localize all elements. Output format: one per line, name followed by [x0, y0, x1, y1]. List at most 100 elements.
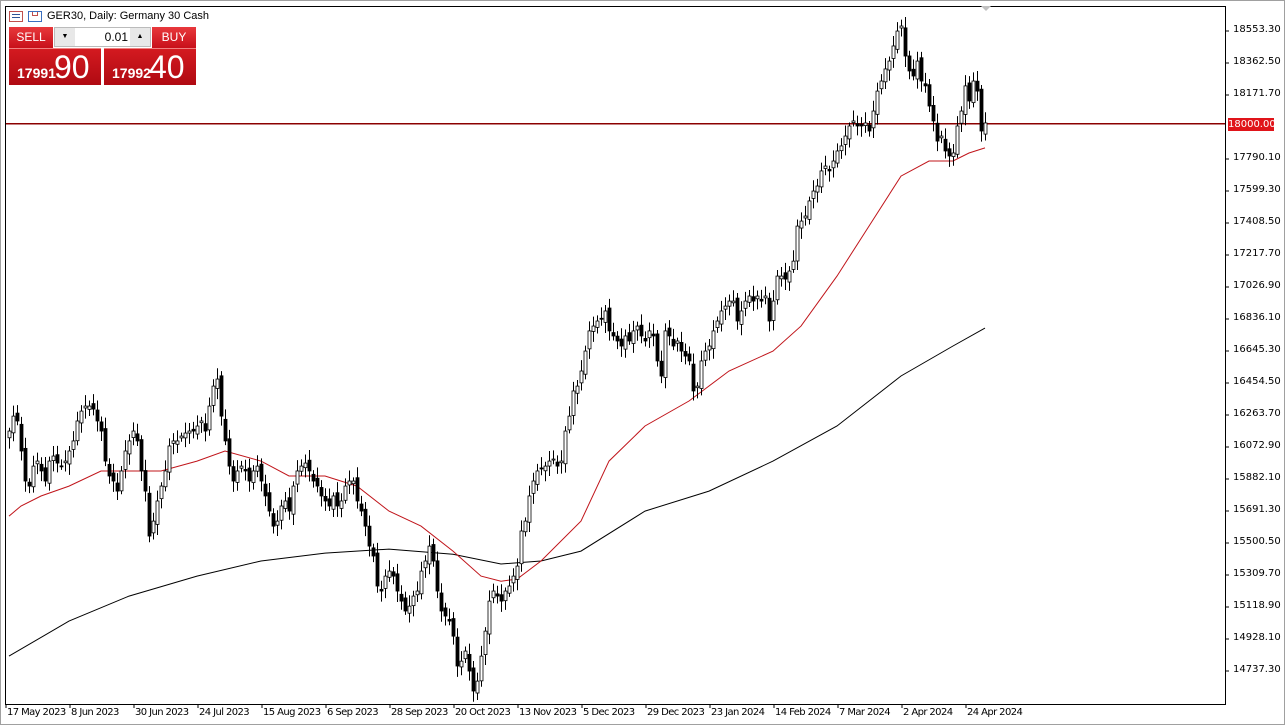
candle-body	[207, 405, 212, 431]
chart-template-icon[interactable]	[28, 10, 42, 22]
sell-button[interactable]: SELL	[9, 27, 53, 48]
candle-body	[195, 425, 200, 435]
candle-body	[159, 485, 164, 500]
candle-body	[887, 60, 892, 71]
candle-body	[327, 498, 332, 507]
candle-body	[967, 82, 972, 102]
candle-body	[787, 270, 792, 283]
x-tick-label: 24 Apr 2024	[967, 707, 1023, 718]
candle-body	[59, 465, 64, 468]
candle-body	[479, 655, 484, 682]
candle-body	[219, 375, 224, 417]
buy-price-pips: 40	[149, 49, 185, 85]
candle-body	[547, 460, 552, 467]
y-tick-label: 15118.90	[1233, 600, 1281, 611]
candle-body	[835, 150, 840, 164]
candle-body	[739, 310, 744, 325]
y-tick-label: 16072.90	[1233, 440, 1281, 451]
candle-body	[535, 470, 540, 485]
candle-body	[523, 520, 528, 533]
x-tick-label: 23 Jan 2024	[711, 707, 765, 718]
candle-body	[707, 345, 712, 351]
candle-body	[111, 472, 116, 482]
decrease-lot-icon[interactable]: ▼	[55, 28, 75, 46]
candle-body	[147, 492, 152, 537]
candle-body	[95, 409, 100, 422]
candle-body	[403, 597, 408, 612]
candle-body	[915, 60, 920, 80]
candle-body	[43, 467, 48, 482]
candle-body	[843, 135, 848, 145]
x-tick-label: 17 May 2023	[7, 707, 66, 718]
candle-body	[863, 122, 868, 126]
candle-body	[819, 170, 824, 188]
candle-body	[939, 135, 944, 139]
candle-body	[487, 600, 492, 635]
candle-body	[287, 497, 292, 512]
lot-size-input[interactable]: 0.01	[104, 30, 128, 44]
candle-body	[747, 295, 752, 303]
buy-button[interactable]: BUY	[152, 27, 196, 48]
candle-body	[951, 152, 956, 157]
candle-body	[143, 470, 148, 492]
y-tick-label: 17026.90	[1233, 280, 1281, 291]
candle-body	[627, 332, 632, 342]
candle-body	[343, 485, 348, 501]
candle-body	[379, 588, 384, 592]
candle-body	[87, 405, 92, 410]
candle-body	[471, 667, 476, 692]
candle-body	[927, 84, 932, 107]
candle-body	[243, 469, 248, 472]
one-click-trading-panel: SELL ▼ 0.01 ▲ BUY 17991 90 17992 40	[9, 27, 196, 85]
candle-body	[775, 275, 780, 301]
y-tick-label: 17599.30	[1233, 184, 1281, 195]
candle-body	[359, 503, 364, 512]
candle-body	[911, 68, 916, 77]
candle-body	[187, 430, 192, 434]
candle-body	[667, 327, 672, 337]
symbol-list-icon[interactable]	[9, 10, 23, 22]
candle-body	[591, 325, 596, 332]
y-tick-label: 17790.10	[1233, 152, 1281, 163]
chart-title: GER30, Daily: Germany 30 Cash	[47, 10, 210, 22]
candle-body	[583, 350, 588, 375]
y-tick-label: 15691.30	[1233, 504, 1281, 515]
candle-body	[303, 462, 308, 469]
candle-body	[163, 470, 168, 488]
candle-body	[755, 295, 760, 300]
lot-size-stepper[interactable]: ▼ 0.01 ▲	[54, 27, 151, 47]
candle-body	[71, 440, 76, 450]
candle-body	[499, 594, 504, 602]
candle-body	[31, 465, 36, 488]
candle-body	[879, 80, 884, 90]
candle-body	[255, 465, 260, 472]
x-tick-label: 15 Aug 2023	[263, 707, 321, 718]
candle-body	[871, 110, 876, 129]
candle-body	[387, 570, 392, 578]
candle-body	[855, 123, 860, 127]
candle-body	[903, 27, 908, 57]
increase-lot-icon[interactable]: ▲	[130, 28, 150, 46]
level-price-label: 18000.00	[1228, 118, 1276, 131]
candle-body	[11, 415, 16, 434]
candle-body	[719, 310, 724, 325]
x-tick-label: 24 Jul 2023	[199, 707, 250, 718]
chart-title-bar: GER30, Daily: Germany 30 Cash	[9, 9, 209, 23]
candle-body	[171, 440, 176, 444]
candle-body	[363, 508, 368, 527]
candle-body	[35, 460, 40, 465]
sell-price-button[interactable]: 17991 90	[9, 48, 101, 85]
candle-body	[347, 480, 352, 486]
candle-body	[823, 165, 828, 169]
y-tick-label: 17217.70	[1233, 248, 1281, 259]
candle-body	[959, 110, 964, 124]
candle-body	[511, 575, 516, 584]
candle-body	[311, 473, 316, 482]
buy-price-button[interactable]: 17992 40	[104, 48, 196, 85]
candle-body	[299, 465, 304, 472]
candle-body	[179, 435, 184, 439]
candle-body	[507, 585, 512, 594]
sell-price-pips: 90	[54, 49, 90, 85]
candle-body	[19, 423, 24, 452]
